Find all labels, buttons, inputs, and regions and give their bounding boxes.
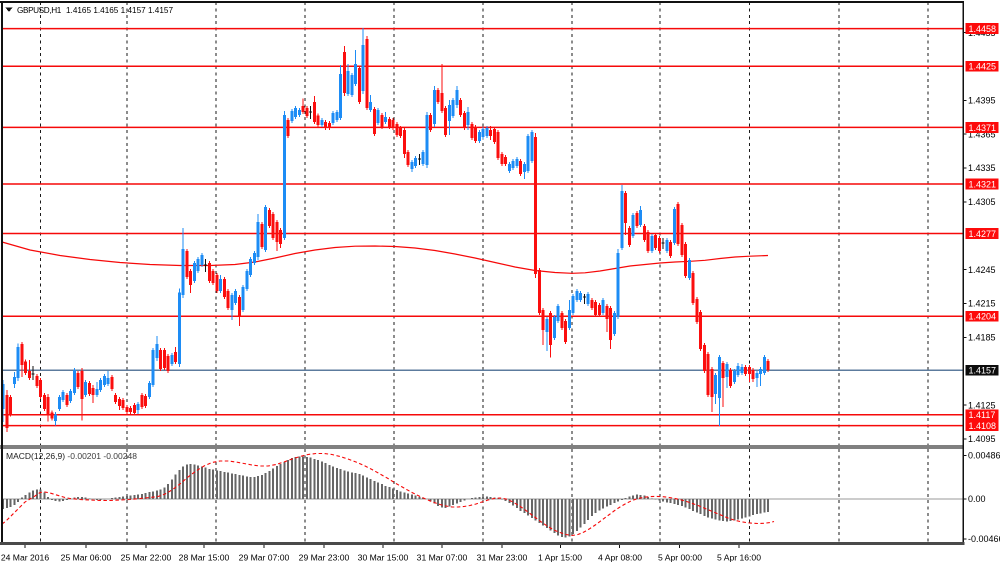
svg-text:1.4365: 1.4365: [968, 129, 996, 139]
svg-text:1.4458: 1.4458: [969, 24, 997, 34]
svg-text:1.4215: 1.4215: [968, 299, 996, 309]
svg-text:31 Mar 07:00: 31 Mar 07:00: [417, 553, 468, 563]
svg-text:1.4125: 1.4125: [968, 400, 996, 410]
svg-text:MACD(12,26,9) -0.00201 -0.0024: MACD(12,26,9) -0.00201 -0.00248: [6, 451, 137, 461]
svg-text:1.4157: 1.4157: [969, 366, 997, 376]
svg-text:31 Mar 23:00: 31 Mar 23:00: [477, 553, 528, 563]
svg-text:5 Apr 16:00: 5 Apr 16:00: [717, 553, 761, 563]
svg-text:0.00486: 0.00486: [968, 451, 1000, 461]
svg-text:-0.00466: -0.00466: [968, 534, 1000, 544]
svg-text:24 Mar 2016: 24 Mar 2016: [1, 553, 49, 563]
svg-text:1.4108: 1.4108: [969, 421, 997, 431]
svg-text:1.4371: 1.4371: [969, 123, 997, 133]
svg-text:29 Mar 07:00: 29 Mar 07:00: [239, 553, 290, 563]
svg-text:1.4395: 1.4395: [968, 96, 996, 106]
svg-text:1.4095: 1.4095: [968, 434, 996, 444]
svg-text:1.4305: 1.4305: [968, 197, 996, 207]
svg-text:1.4425: 1.4425: [969, 62, 997, 72]
svg-text:25 Mar 06:00: 25 Mar 06:00: [61, 553, 112, 563]
svg-text:1.4277: 1.4277: [969, 229, 997, 239]
svg-text:1.4185: 1.4185: [968, 333, 996, 343]
svg-text:1.4245: 1.4245: [968, 265, 996, 275]
svg-text:1.4321: 1.4321: [969, 179, 997, 189]
svg-text:30 Mar 15:00: 30 Mar 15:00: [358, 553, 409, 563]
svg-text:1 Apr 15:00: 1 Apr 15:00: [538, 553, 582, 563]
svg-text:1.4117: 1.4117: [969, 410, 996, 420]
svg-text:GBPUSD,H1: GBPUSD,H1: [17, 6, 62, 15]
svg-text:0.00: 0.00: [968, 494, 986, 504]
svg-text:25 Mar 22:00: 25 Mar 22:00: [121, 553, 172, 563]
svg-text:1.4165 1.4165 1.4157 1.4157: 1.4165 1.4165 1.4157 1.4157: [66, 6, 173, 15]
svg-text:1.4204: 1.4204: [969, 312, 997, 322]
svg-text:28 Mar 15:00: 28 Mar 15:00: [179, 553, 230, 563]
svg-text:1.4335: 1.4335: [968, 163, 996, 173]
svg-text:5 Apr 00:00: 5 Apr 00:00: [658, 553, 702, 563]
svg-text:4 Apr 08:00: 4 Apr 08:00: [598, 553, 642, 563]
svg-text:29 Mar 23:00: 29 Mar 23:00: [299, 553, 350, 563]
